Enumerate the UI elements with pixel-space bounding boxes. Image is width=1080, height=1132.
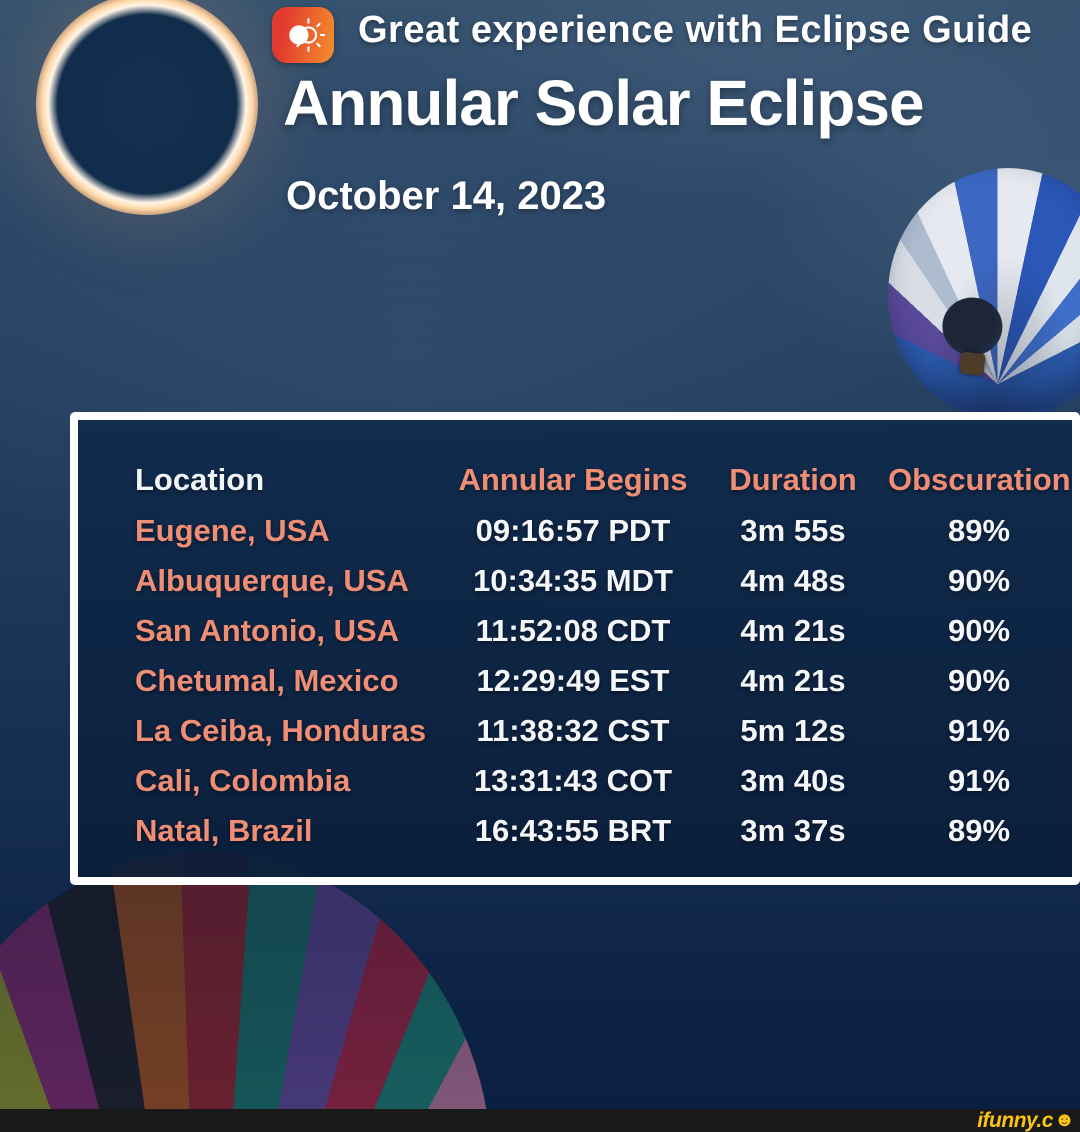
- table-row: Eugene, USA 09:16:57 PDT 3m 55s 89%: [78, 506, 1072, 556]
- cell-obscuration: 90%: [947, 563, 1011, 598]
- cell-duration: 4m 48s: [740, 563, 846, 598]
- cell-duration: 3m 37s: [740, 813, 846, 848]
- table-row: Cali, Colombia 13:31:43 COT 3m 40s 91%: [78, 756, 1072, 806]
- cell-begins: 09:16:57 PDT: [475, 513, 671, 548]
- cell-duration: 4m 21s: [740, 663, 846, 698]
- column-header-duration: Duration: [729, 462, 857, 497]
- cell-obscuration: 90%: [947, 613, 1011, 648]
- table-row: Albuquerque, USA 10:34:35 MDT 4m 48s 90%: [78, 556, 1072, 606]
- cell-begins: 13:31:43 COT: [473, 763, 673, 798]
- cell-obscuration: 89%: [947, 813, 1011, 848]
- cell-duration: 3m 55s: [740, 513, 846, 548]
- cell-obscuration: 91%: [947, 713, 1011, 748]
- cell-location: Albuquerque, USA: [135, 563, 409, 598]
- cell-location: Natal, Brazil: [135, 813, 313, 848]
- cell-begins: 12:29:49 EST: [476, 663, 670, 698]
- column-header-begins: Annular Begins: [458, 462, 688, 497]
- table-row: Chetumal, Mexico 12:29:49 EST 4m 21s 90%: [78, 656, 1072, 706]
- ifunny-watermark-bar: ifunny.c ☻: [0, 1109, 1080, 1132]
- smiley-icon: ☻: [1053, 1109, 1075, 1131]
- cell-location: Chetumal, Mexico: [135, 663, 399, 698]
- cell-location: Eugene, USA: [135, 513, 330, 548]
- eclipse-date: October 14, 2023: [286, 174, 607, 218]
- cell-obscuration: 89%: [947, 513, 1011, 548]
- cell-begins: 11:52:08 CDT: [475, 613, 671, 648]
- blue-hot-air-balloon-photo: [875, 156, 1080, 432]
- cell-duration: 3m 40s: [740, 763, 846, 798]
- cell-location: Cali, Colombia: [135, 763, 351, 798]
- cell-begins: 10:34:35 MDT: [473, 563, 673, 598]
- eclipse-guide-app-icon: [272, 7, 334, 63]
- table-row: San Antonio, USA 11:52:08 CDT 4m 21s 90%: [78, 606, 1072, 656]
- table-row: Natal, Brazil 16:43:55 BRT 3m 37s 89%: [78, 806, 1072, 856]
- balloon-vent: [939, 294, 1006, 359]
- review-headline: Great experience with Eclipse Guide: [358, 9, 1033, 51]
- eclipse-sun-icon: [281, 15, 325, 55]
- cell-location: San Antonio, USA: [135, 613, 400, 648]
- page-title: Annular Solar Eclipse: [283, 67, 925, 139]
- column-header-obscuration: Obscuration: [888, 462, 1071, 497]
- balloon-basket: [959, 351, 986, 376]
- cell-obscuration: 90%: [947, 663, 1011, 698]
- cell-obscuration: 91%: [947, 763, 1011, 798]
- column-header-location: Location: [135, 462, 265, 497]
- table-row: La Ceiba, Honduras 11:38:32 CST 5m 12s 9…: [78, 706, 1072, 756]
- eclipse-times-table: Location Annular Begins Duration Obscura…: [70, 412, 1080, 885]
- cell-duration: 4m 21s: [740, 613, 846, 648]
- cell-begins: 16:43:55 BRT: [474, 813, 672, 848]
- cell-begins: 11:38:32 CST: [476, 713, 670, 748]
- rainbow-hot-air-balloon-photo: [0, 852, 492, 1132]
- cell-location: La Ceiba, Honduras: [135, 713, 427, 748]
- annular-eclipse-photo: [36, 0, 258, 215]
- ifunny-watermark: ifunny.c: [977, 1109, 1053, 1132]
- table-header-row: Location Annular Begins Duration Obscura…: [78, 454, 1072, 506]
- cell-duration: 5m 12s: [740, 713, 846, 748]
